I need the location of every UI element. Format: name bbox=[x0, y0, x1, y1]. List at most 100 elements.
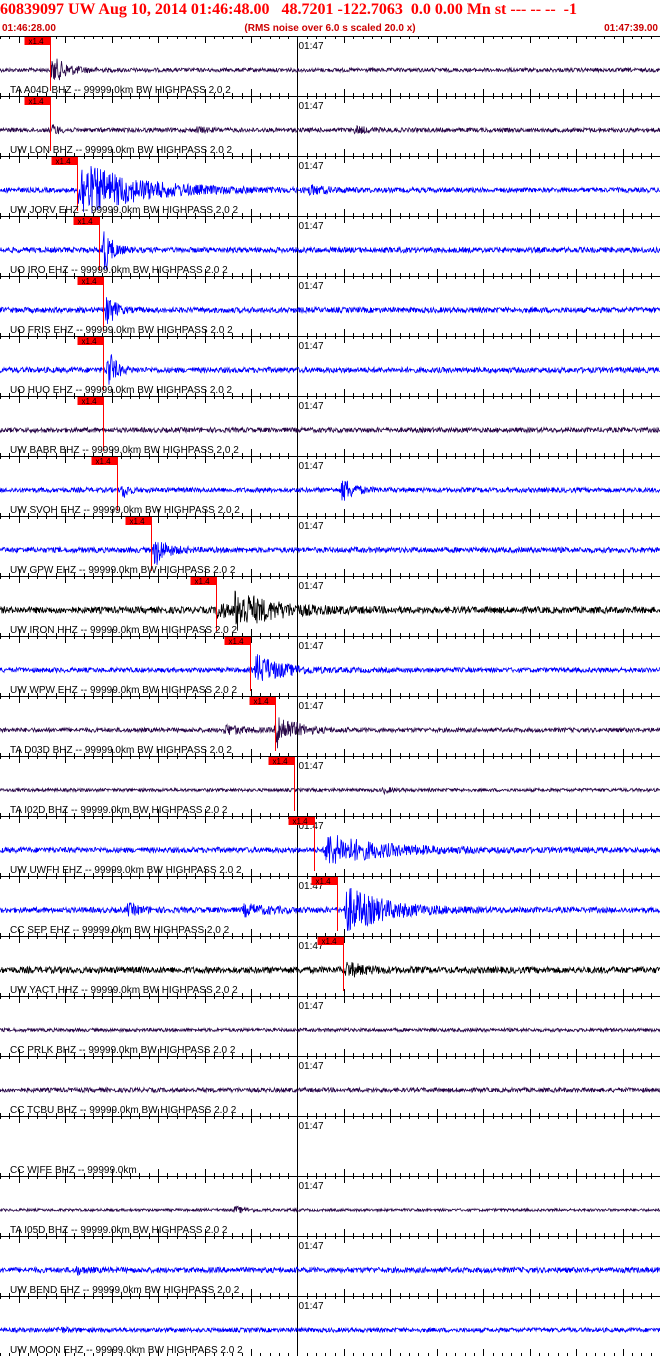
station-label: UW WPW EHZ -- 99999.0km BW HIGHPASS 2.0 … bbox=[10, 685, 238, 696]
waveform-trace bbox=[0, 835, 660, 864]
minute-tick-label: 01:47 bbox=[299, 221, 324, 232]
pick-label: x1.4 bbox=[229, 637, 245, 646]
minute-tick-label: 01:47 bbox=[299, 941, 324, 952]
event-header-title: 60839097 UW Aug 10, 2014 01:46:48.00 48.… bbox=[0, 1, 577, 18]
minute-tick-label: 01:47 bbox=[299, 101, 324, 112]
station-label: CC WIFE BHZ -- 99999.0km bbox=[10, 1165, 137, 1176]
waveform-trace bbox=[0, 590, 660, 631]
minute-tick-label: 01:47 bbox=[299, 41, 324, 52]
pick-flag bbox=[224, 637, 251, 645]
end-time-label: 01:47:39.00 bbox=[604, 23, 658, 34]
waveform-trace bbox=[0, 1026, 660, 1034]
pick-flag bbox=[125, 517, 152, 525]
waveform-trace bbox=[0, 717, 660, 749]
waveform-trace bbox=[0, 961, 660, 978]
trace-row: 01:47 CC TCBU BHZ -- 99999.0km BW HIGHPAS… bbox=[0, 1056, 660, 1116]
trace-row: 01:47 x1.4 UO HUO EHZ -- 99999.0km BW HIGH… bbox=[0, 336, 660, 396]
pick-label: x1.4 bbox=[82, 397, 98, 406]
pick-flag bbox=[73, 217, 100, 225]
station-label: TA D03D BHZ -- 99999.0km BW HIGHPASS 2.0… bbox=[10, 745, 232, 756]
station-label: UW IRON HHZ -- 99999.0km BW HIGHPASS 2.0… bbox=[10, 625, 238, 636]
waveform-trace bbox=[0, 1325, 660, 1334]
pick-flag bbox=[77, 337, 104, 345]
station-label: UW YACT HHZ -- 99999.0km BW HIGHPASS 2.0… bbox=[10, 985, 238, 996]
scaling-note: (RMS noise over 6.0 s scaled 20.0 x) bbox=[244, 23, 416, 34]
minute-tick-label: 01:47 bbox=[299, 461, 324, 472]
pick-label: x1.4 bbox=[322, 937, 338, 946]
waveform-trace bbox=[0, 297, 660, 325]
minute-tick-label: 01:47 bbox=[299, 1001, 324, 1012]
trace-row: 01:47 UW MOON EHZ -- 99999.0km BW HIGHPAS… bbox=[0, 1296, 660, 1356]
minute-tick-label: 01:47 bbox=[299, 581, 324, 592]
waveform-trace bbox=[0, 1086, 660, 1094]
minute-tick-label: 01:47 bbox=[299, 1121, 324, 1132]
station-label: CC TCBU BHZ -- 99999.0km BW HIGHPASS 2.0… bbox=[10, 1105, 237, 1116]
pick-label: x1.4 bbox=[29, 37, 45, 46]
pick-label: x1.4 bbox=[82, 277, 98, 286]
trace-row: 01:47 x1.4 UW GPW EHZ -- 99999.0km BW HIGH… bbox=[0, 516, 660, 576]
pick-flag bbox=[288, 817, 315, 825]
trace-row: 01:47 x1.4 UO FRIS EHZ -- 99999.0km BW HIG… bbox=[0, 276, 660, 336]
trace-row: 01:47 x1.4 TA A04D BHZ -- 99999.0km BW HIG… bbox=[0, 36, 660, 96]
pick-label: x1.4 bbox=[293, 817, 309, 826]
minute-tick-label: 01:47 bbox=[299, 161, 324, 172]
trace-row: 01:47 x1.4 UW JORV EHZ -- 99999.0km BW HIG… bbox=[0, 156, 660, 216]
trace-row: 01:47 x1.4 UW SVOH EHZ -- 99999.0km BW HIG… bbox=[0, 456, 660, 516]
minute-tick-label: 01:47 bbox=[299, 821, 324, 832]
station-label: TA I05D BHZ -- 99999.0km BW HIGHPASS 2.0… bbox=[10, 1225, 228, 1236]
station-label: UO HUO EHZ -- 99999.0km BW HIGHPASS 2.0 … bbox=[10, 385, 233, 396]
waveform-trace bbox=[0, 426, 660, 434]
pick-label: x1.4 bbox=[96, 457, 112, 466]
station-label: UW SVOH EHZ -- 99999.0km BW HIGHPASS 2.0… bbox=[10, 505, 240, 516]
minute-tick-label: 01:47 bbox=[299, 641, 324, 652]
waveform-trace bbox=[0, 231, 660, 270]
trace-row: 01:47 x1.4 UW WPW EHZ -- 99999.0km BW HIGH… bbox=[0, 636, 660, 696]
pick-flag bbox=[317, 937, 344, 945]
station-label: TA I02D BHZ -- 99999.0km BW HIGHPASS 2.0… bbox=[10, 805, 228, 816]
pick-flag bbox=[268, 757, 295, 765]
trace-row: 01:47 TA I05D BHZ -- 99999.0km BW HIGHPAS… bbox=[0, 1176, 660, 1236]
pick-label: x1.4 bbox=[195, 577, 211, 586]
pick-flag bbox=[311, 877, 338, 885]
waveform-trace bbox=[0, 58, 660, 81]
waveform-trace bbox=[0, 887, 660, 931]
time-range-row: 01:46:28.00 (RMS noise over 6.0 s scaled… bbox=[0, 22, 660, 36]
pick-label: x1.4 bbox=[130, 517, 146, 526]
pick-flag bbox=[24, 37, 51, 45]
station-label: TA A04D BHZ -- 99999.0km BW HIGHPASS 2.0… bbox=[10, 85, 231, 96]
minute-tick-label: 01:47 bbox=[299, 281, 324, 292]
waveform-trace bbox=[0, 480, 660, 501]
station-label: UW MOON EHZ -- 99999.0km BW HIGHPASS 2.0… bbox=[10, 1345, 243, 1356]
station-label: UW JORV EHZ -- 99999.0km BW HIGHPASS 2.0… bbox=[10, 205, 238, 216]
pick-flag bbox=[24, 97, 51, 105]
minute-tick-label: 01:47 bbox=[299, 401, 324, 412]
minute-tick-label: 01:47 bbox=[299, 1061, 324, 1072]
waveform-trace bbox=[0, 541, 660, 565]
trace-row: 01:47 x1.4 UW BABR BHZ -- 99999.0km BW HIG… bbox=[0, 396, 660, 456]
pick-flag bbox=[91, 457, 118, 465]
minute-tick-label: 01:47 bbox=[299, 1181, 324, 1192]
minute-tick-label: 01:47 bbox=[299, 521, 324, 532]
station-label: UO IRO EHZ -- 99999.0km BW HIGHPASS 2.0 … bbox=[10, 265, 228, 276]
waveform-trace bbox=[0, 354, 660, 385]
trace-row: 01:47 x1.4 TA D03D BHZ -- 99999.0km BW HIG… bbox=[0, 696, 660, 756]
station-label: CC PRLK BHZ -- 99999.0km BW HIGHPASS 2.0… bbox=[10, 1045, 236, 1056]
station-label: UW LON BHZ -- 99999.0km BW HIGHPASS 2.0 … bbox=[10, 145, 233, 156]
waveform-trace bbox=[0, 786, 660, 796]
start-time-label: 01:46:28.00 bbox=[2, 23, 56, 34]
pick-flag bbox=[77, 397, 104, 405]
pick-flag bbox=[77, 277, 104, 285]
minute-tick-label: 01:47 bbox=[299, 761, 324, 772]
waveform-trace bbox=[0, 1265, 660, 1277]
pick-label: x1.4 bbox=[56, 157, 72, 166]
trace-row: 01:47 CC PRLK BHZ -- 99999.0km BW HIGHPAS… bbox=[0, 996, 660, 1056]
station-label: UW BEND EHZ -- 99999.0km BW HIGHPASS 2.0… bbox=[10, 1285, 240, 1296]
trace-row: 01:47 x1.4 TA I02D BHZ -- 99999.0km BW HIG… bbox=[0, 756, 660, 816]
minute-tick-label: 01:47 bbox=[299, 341, 324, 352]
trace-row: 01:47 x1.4 UO IRO EHZ -- 99999.0km BW HIGH… bbox=[0, 216, 660, 276]
waveform-trace bbox=[0, 124, 660, 135]
pick-label: x1.4 bbox=[273, 757, 289, 766]
pick-label: x1.4 bbox=[78, 217, 94, 226]
